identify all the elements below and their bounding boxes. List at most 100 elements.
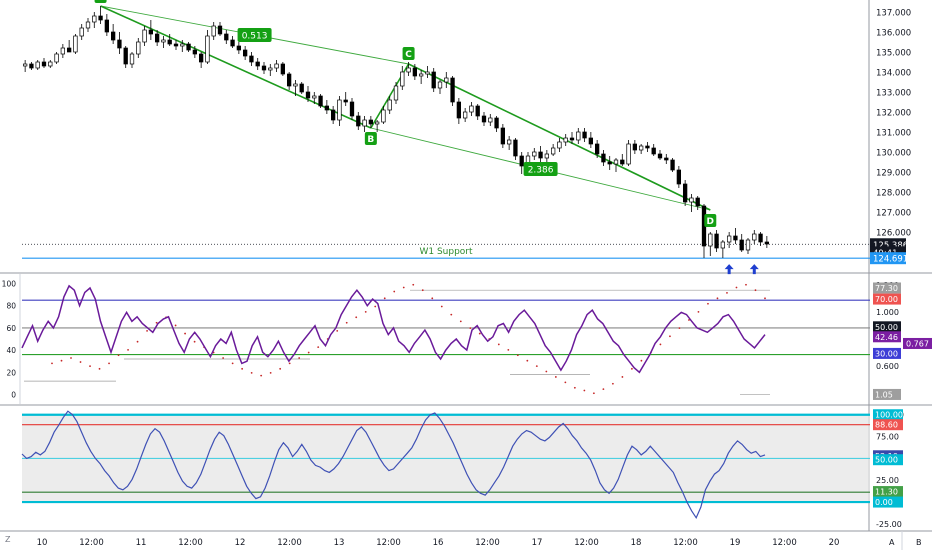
candle-body: [85, 21, 91, 29]
osc1-dot: [697, 310, 700, 313]
candle: [85, 18, 91, 32]
candle-body: [173, 43, 179, 47]
candle-body: [393, 85, 399, 101]
candle: [664, 154, 669, 164]
osc1-right-badge-label: 0.767: [906, 339, 929, 348]
time-tick-label: 13: [334, 538, 345, 548]
candle: [54, 52, 59, 64]
candle-body: [110, 31, 116, 41]
osc1-badge-box: [873, 321, 901, 333]
price-axis-badge: 124.691: [870, 252, 908, 265]
candle: [481, 112, 487, 126]
candle: [123, 46, 128, 68]
candle: [594, 140, 600, 158]
candle: [79, 24, 84, 40]
candle-body: [412, 67, 418, 77]
osc1-dot: [478, 332, 481, 335]
candle-body: [563, 137, 568, 143]
pattern-ratio-label: 0.513: [242, 32, 268, 42]
time-tick-label: 12:00: [79, 538, 104, 548]
candle: [198, 52, 204, 68]
osc2-badge-box: [873, 419, 903, 431]
candle-body: [708, 233, 713, 247]
candle: [758, 232, 763, 246]
up-arrow-icon: [749, 264, 759, 275]
candle-body: [418, 73, 424, 77]
time-tick-label: 12: [235, 538, 246, 548]
candle: [324, 100, 330, 114]
candle-body: [274, 63, 279, 69]
candle: [110, 24, 116, 44]
up-arrow-shape: [724, 264, 734, 275]
candle: [745, 238, 751, 254]
candle: [286, 72, 292, 90]
time-tick-label: 11: [136, 538, 147, 548]
candle: [657, 150, 663, 160]
osc1-dot: [108, 362, 110, 365]
candle-body: [450, 77, 455, 103]
osc1-right-tick: 0.600: [876, 362, 899, 371]
osc1-main-line: [21, 284, 766, 374]
candle: [563, 134, 568, 146]
osc1-dot: [659, 343, 662, 346]
candle: [550, 144, 556, 156]
osc1-dot: [393, 290, 396, 293]
candle-body: [73, 35, 78, 53]
osc1-dot: [383, 297, 386, 300]
osc1-dot: [412, 283, 415, 286]
time-tick-label: 19: [730, 538, 741, 548]
candle: [337, 96, 342, 126]
candle: [236, 42, 242, 54]
candle-body: [764, 241, 770, 245]
osc1-dot: [688, 319, 690, 321]
osc1-dot: [345, 321, 348, 324]
candle-body: [198, 53, 204, 63]
osc2-badge-label: 50.00: [875, 456, 898, 465]
candle: [400, 66, 405, 90]
candle-body: [186, 43, 191, 51]
candle: [450, 76, 455, 106]
price-tick-label: 134.000: [876, 69, 911, 79]
osc1-dot: [516, 354, 519, 357]
candle: [532, 148, 537, 160]
candle: [645, 142, 650, 152]
osc1-dot: [355, 316, 358, 319]
candle-body: [406, 67, 411, 73]
candle: [41, 58, 47, 68]
price-tick-label: 136.000: [876, 29, 911, 39]
candle: [205, 30, 210, 64]
osc1-dot: [640, 359, 643, 362]
candle: [98, 6, 103, 24]
pattern-point-label: A: [97, 0, 104, 3]
candle-body: [293, 83, 298, 87]
candle: [494, 116, 499, 132]
candle: [412, 64, 418, 80]
osc1-left-tick: 0: [11, 390, 16, 399]
candle: [242, 46, 248, 60]
osc1-dot: [222, 357, 225, 359]
candle-body: [249, 55, 254, 63]
candle: [475, 104, 480, 120]
candle-body: [136, 41, 141, 55]
candle: [695, 196, 700, 210]
pattern-ratio-badge: 0.513: [237, 28, 272, 42]
candle-body: [318, 95, 323, 107]
candle-body: [613, 159, 619, 165]
candle-body: [758, 233, 763, 243]
candle: [268, 64, 273, 76]
candle: [60, 44, 66, 58]
osc1-dot: [764, 297, 766, 300]
candle-body: [261, 65, 267, 71]
osc1-dot: [127, 348, 129, 351]
osc2-badge-label: 88.60: [875, 421, 898, 430]
candle: [35, 60, 40, 70]
candle: [280, 62, 286, 76]
candle: [305, 86, 311, 102]
candle-body: [689, 197, 694, 203]
candle: [192, 46, 198, 58]
candle: [136, 38, 141, 58]
osc1-badge: 70.00: [873, 293, 901, 305]
candle: [318, 94, 323, 108]
candle-body: [349, 101, 355, 117]
